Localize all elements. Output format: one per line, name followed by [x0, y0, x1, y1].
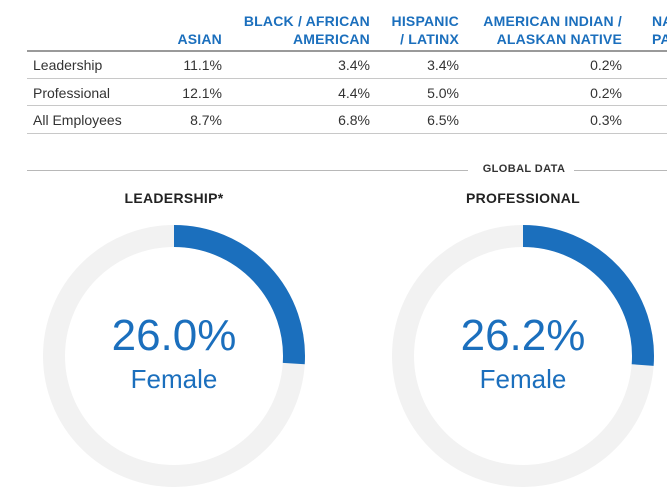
- chart-title-professional: PROFESSIONAL: [465, 190, 581, 206]
- section-divider-left: [27, 170, 468, 171]
- table-bottom-rule: [27, 133, 667, 134]
- header-black-african-american: BLACK / AFRICAN AMERICAN: [228, 12, 370, 48]
- donut-chart-professional: 26.2% Female: [390, 223, 656, 489]
- header-hispanic-line-1: HISPANIC: [391, 13, 459, 29]
- header-asian-line-1: ASIAN: [177, 31, 222, 47]
- cell-leadership-asian: 11.1%: [183, 57, 222, 73]
- table-row-divider: [27, 105, 667, 106]
- chart-title-leadership: LEADERSHIP*: [124, 190, 224, 206]
- cell-all-employees-asian: 8.7%: [190, 112, 222, 128]
- cell-all-employees-hispanic: 6.5%: [427, 112, 459, 128]
- donut-svg-leadership: [43, 225, 305, 487]
- donut-slice-female: [173, 225, 305, 365]
- header-american-indian-alaskan-native: AMERICAN INDIAN / ALASKAN NATIVE: [466, 12, 622, 48]
- donut-value-leadership: 26.0%: [111, 311, 237, 360]
- header-natpa-line-2: PA: [652, 31, 667, 47]
- table-row-divider: [27, 78, 667, 79]
- table-header-rule: [27, 50, 667, 52]
- header-natpa-line-1: NAT: [652, 13, 667, 29]
- header-hispanic-line-2: / LATINX: [400, 31, 459, 47]
- cell-leadership-hispanic: 3.4%: [427, 57, 459, 73]
- header-amind-line-1: AMERICAN INDIAN /: [483, 13, 622, 29]
- header-asian: ASIAN: [150, 30, 222, 48]
- header-black-line-1: BLACK / AFRICAN: [243, 13, 370, 29]
- header-black-line-2: AMERICAN: [292, 31, 370, 47]
- donut-sublabel-leadership: Female: [130, 364, 218, 394]
- donut-chart-leadership: 26.0% Female: [41, 223, 307, 489]
- header-native-hawaiian-pacific-islander: NAT PA: [652, 12, 667, 48]
- row-label-leadership: Leadership: [33, 57, 103, 73]
- donut-sublabel-professional: Female: [479, 364, 567, 394]
- donut-slice-female: [522, 225, 654, 366]
- section-divider-right: [574, 170, 667, 171]
- cell-leadership-american-indian: 0.2%: [590, 57, 622, 73]
- donut-svg-professional: [392, 225, 654, 487]
- cell-professional-american-indian: 0.2%: [590, 85, 622, 101]
- header-amind-line-2: ALASKAN NATIVE: [496, 31, 622, 47]
- cell-professional-black: 4.4%: [338, 85, 370, 101]
- cell-professional-asian: 12.1%: [182, 85, 222, 101]
- section-label-global-data: GLOBAL DATA: [482, 163, 566, 175]
- cell-leadership-black: 3.4%: [338, 57, 370, 73]
- cell-all-employees-black: 6.8%: [338, 112, 370, 128]
- cell-all-employees-american-indian: 0.3%: [590, 112, 622, 128]
- donut-value-professional: 26.2%: [460, 311, 586, 360]
- row-label-professional: Professional: [33, 85, 111, 101]
- row-label-all-employees: All Employees: [33, 112, 122, 128]
- cell-professional-hispanic: 5.0%: [427, 85, 459, 101]
- header-hispanic-latinx: HISPANIC / LATINX: [380, 12, 459, 48]
